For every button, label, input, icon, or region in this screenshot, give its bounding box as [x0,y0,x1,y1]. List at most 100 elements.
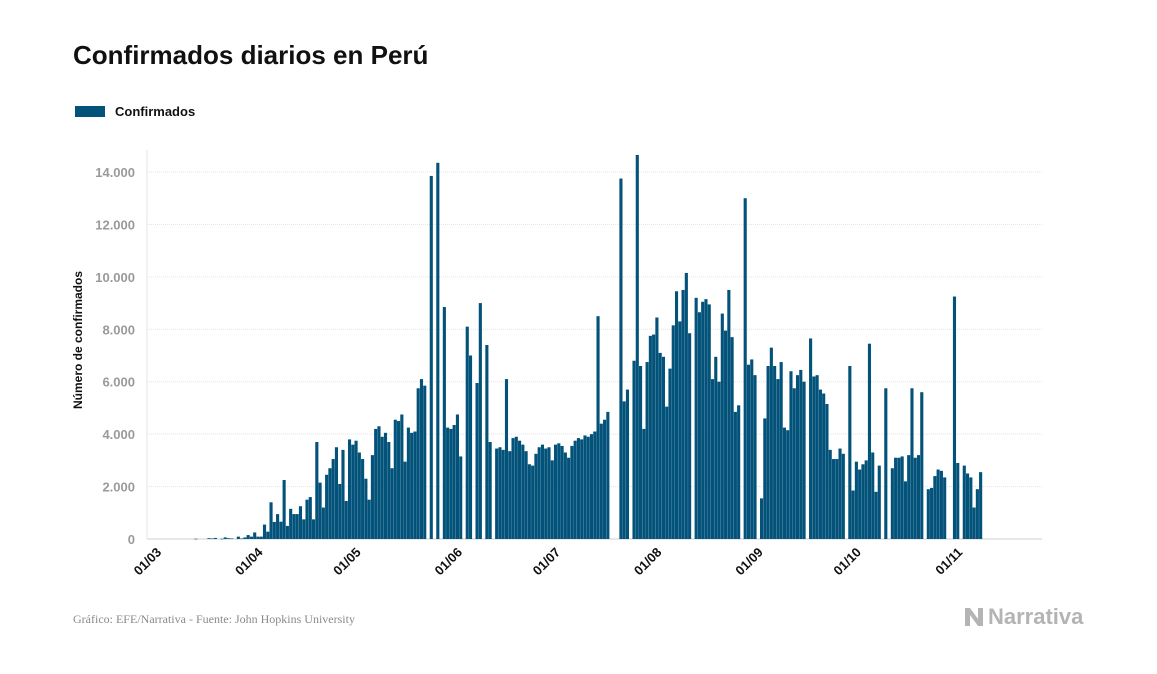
bar [916,455,921,539]
bar [383,432,388,539]
bar [962,465,966,539]
bar [527,464,531,539]
bar [838,448,842,539]
bar [563,452,567,539]
bar [341,449,345,539]
bar [344,500,348,539]
legend-swatch [75,106,105,117]
bar [279,521,283,539]
bar [773,365,777,539]
bar [544,448,548,539]
bar [567,457,571,539]
bar [256,536,260,539]
y-tick-labels: 0 2.000 4.000 6.000 8.000 10.000 12.000 14.000 [95,165,135,547]
bar [714,356,718,539]
bar [648,335,652,539]
bar [325,474,329,539]
bar [338,483,342,539]
bar [622,401,626,540]
bar [635,154,639,539]
bar [743,198,747,539]
bar [573,440,577,539]
bar [262,524,267,539]
x-tick-label: 01/10 [830,545,864,579]
bar [671,325,675,539]
bar [236,536,240,539]
bar [694,297,698,539]
bar [969,477,973,539]
bar [521,444,525,539]
bar [442,307,446,539]
narrativa-logo: Narrativa [963,604,1083,630]
bar [537,447,541,539]
bar [652,334,656,539]
y-tick-label: 0 [128,532,135,547]
x-tick-label: 01/06 [432,545,466,579]
bar [697,312,701,539]
bar [812,376,816,539]
source-note: Gráfico: EFE/Narrativa - Fuente: John Ho… [73,612,355,626]
bar [903,481,907,539]
bar [897,457,901,539]
bar [717,381,721,539]
bar [540,444,545,539]
bar [979,472,983,539]
bar [318,482,322,539]
bar [684,272,688,539]
bar [312,519,316,539]
bar [926,489,930,539]
logo-text: Narrativa [988,604,1084,629]
bar [678,321,682,539]
bar [259,536,263,539]
bar [720,313,724,539]
bar [782,427,786,539]
x-tick-label: 01/03 [131,545,165,579]
bar [825,404,829,539]
bar [553,444,558,539]
bar [867,343,872,539]
bar [475,383,479,539]
bar [661,356,666,539]
bar [884,388,888,539]
bar [354,440,358,539]
bar [347,439,352,539]
bar [253,532,257,539]
bar [495,448,499,539]
bar [769,347,773,539]
bar [465,326,469,539]
bar [282,480,286,539]
bar [534,453,538,539]
bar [501,449,505,539]
bar [478,303,482,539]
bar [779,362,783,539]
bar [665,406,669,539]
bar [936,469,940,539]
y-tick-label: 4.000 [102,427,135,442]
bar [364,478,368,539]
y-tick-label: 8.000 [102,322,135,337]
bar [331,459,335,539]
bar [220,538,224,540]
bar [920,392,924,539]
bar [642,428,646,539]
bar [786,430,790,539]
bar [452,424,456,539]
bar [321,507,325,539]
bar [511,438,515,539]
bar [933,476,937,539]
bar [599,423,603,539]
bar [429,175,433,539]
bar [370,455,374,539]
bar [864,460,868,539]
bar [403,461,407,539]
bar [789,371,793,539]
bar [910,388,914,539]
bar [792,388,796,539]
bar [289,508,293,539]
bar [226,538,231,539]
bar [710,379,715,539]
bar [596,316,600,539]
bar [305,499,309,539]
bar [724,330,728,539]
bar [583,435,587,539]
